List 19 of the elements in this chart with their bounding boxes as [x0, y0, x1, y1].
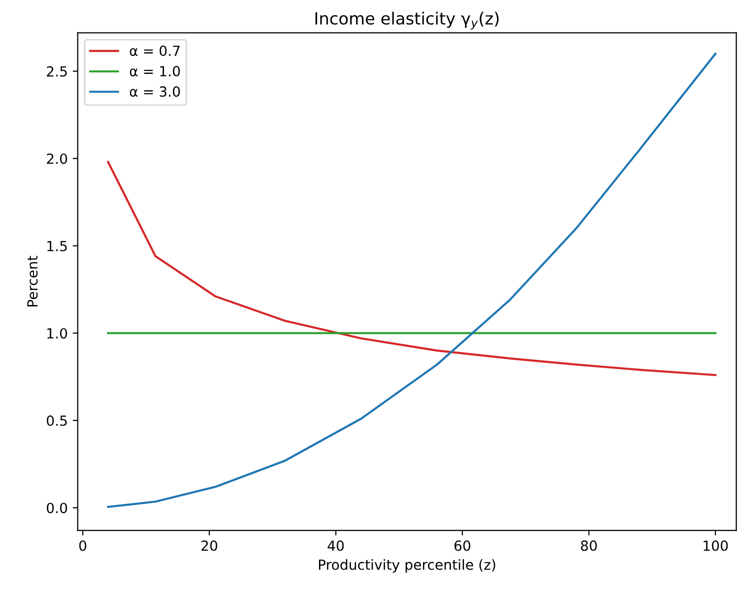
y-tick-label: 2.5 — [46, 66, 67, 77]
x-tick-label: 60 — [454, 540, 470, 551]
y-tick-label: 0.5 — [46, 415, 67, 426]
legend-label: α = 3.0 — [130, 86, 180, 97]
legend-label: α = 0.7 — [130, 46, 180, 56]
x-axis-title: Productivity percentile (z) — [318, 559, 496, 573]
chart-title: Income elasticity γ$_{y}$(z) — [315, 12, 499, 30]
y-tick-label: 2.0 — [46, 153, 68, 164]
y-tick-label: 1.0 — [47, 328, 68, 339]
x-tick-label: 40 — [328, 540, 344, 551]
y-axis-title: Percent — [27, 256, 38, 306]
x-tick-label: 80 — [580, 540, 597, 551]
x-tick-label: 100 — [704, 540, 728, 551]
x-tick-label: 20 — [201, 540, 218, 551]
y-tick-label: 1.5 — [47, 240, 67, 252]
x-tick-label: 0 — [79, 540, 86, 551]
line-series — [107, 160, 716, 376]
legend-label: α = 1.0 — [130, 66, 180, 76]
y-tick-label: 0.0 — [46, 502, 68, 514]
